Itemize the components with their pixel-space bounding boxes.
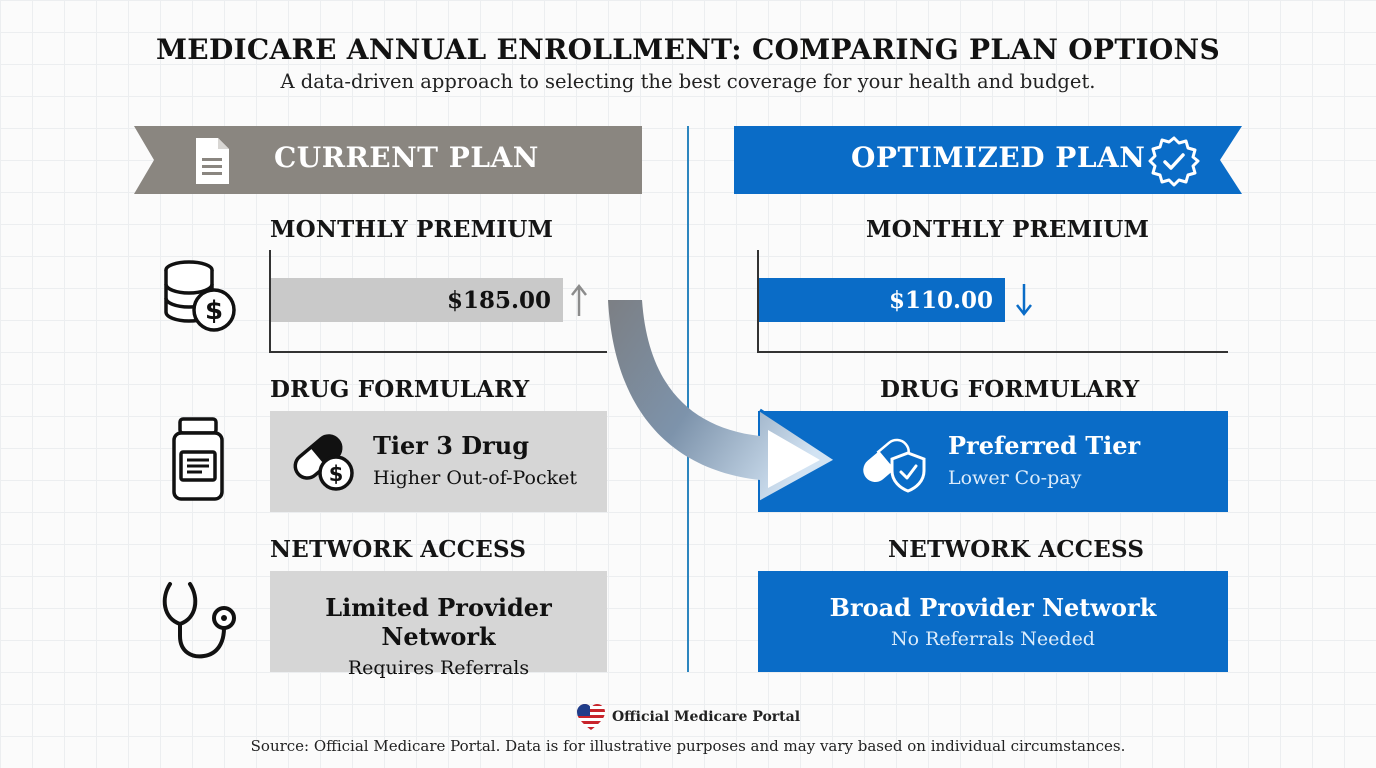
optimized-plan-banner: OPTIMIZED PLAN [734, 126, 1242, 194]
current-premium-label: MONTHLY PREMIUM [270, 216, 554, 243]
current-premium-bar: $185.00 [271, 278, 563, 322]
footer-brand-text: Official Medicare Portal [611, 709, 801, 725]
optimized-premium-axis-x [757, 351, 1228, 353]
svg-text:$: $ [205, 296, 223, 326]
optimized-network-subtitle: No Referrals Needed [891, 628, 1095, 650]
document-icon [196, 138, 229, 184]
coins-dollar-icon: $ [164, 260, 236, 332]
optimized-formulary-subtitle: Lower Co-pay [948, 467, 1082, 489]
optimized-premium-axis-y [757, 250, 759, 353]
pill-shield-icon [863, 438, 926, 493]
current-network-title: Limited Provider Network [325, 593, 552, 651]
optimized-premium-value: $110.00 [888, 286, 993, 314]
current-premium-value: $185.00 [446, 286, 551, 314]
stethoscope-icon [162, 582, 236, 659]
optimized-network-card: Broad Provider Network No Referrals Need… [758, 571, 1228, 672]
footer-brand: Official Medicare Portal [0, 703, 1376, 731]
current-plan-banner: CURRENT PLAN [134, 126, 642, 194]
current-premium-axis-x [269, 351, 607, 353]
arrow-up-icon [571, 283, 587, 316]
current-formulary-subtitle: Higher Out-of-Pocket [373, 467, 577, 489]
optimized-premium-label: MONTHLY PREMIUM [866, 216, 1150, 243]
current-formulary-card: $ Tier 3 Drug Higher Out-of-Pocket [270, 411, 607, 512]
current-formulary-title: Tier 3 Drug [373, 431, 529, 460]
current-network-subtitle: Requires Referrals [347, 657, 530, 679]
optimized-premium-bar: $110.00 [759, 278, 1005, 322]
optimized-network-label: NETWORK ACCESS [888, 536, 1145, 563]
optimized-plan-label: OPTIMIZED PLAN [851, 141, 1146, 174]
svg-text:$: $ [329, 462, 344, 486]
optimized-formulary-label: DRUG FORMULARY [880, 376, 1140, 403]
arrow-down-icon [1016, 284, 1032, 317]
current-network-label: NETWORK ACCESS [270, 536, 527, 563]
pill-dollar-icon: $ [293, 434, 354, 491]
page-subtitle: A data-driven approach to selecting the … [280, 70, 1096, 93]
page-title: MEDICARE ANNUAL ENROLLMENT: COMPARING PL… [156, 33, 1220, 66]
us-flag-heart-icon [576, 704, 605, 730]
optimized-formulary-title: Preferred Tier [948, 431, 1141, 460]
pill-bottle-icon [172, 417, 224, 501]
current-premium-axis-y [269, 250, 271, 353]
optimized-network-title: Broad Provider Network [829, 593, 1157, 622]
current-formulary-label: DRUG FORMULARY [270, 376, 530, 403]
gear-check-icon [1148, 135, 1200, 187]
source-note: Source: Official Medicare Portal. Data i… [250, 737, 1126, 755]
transition-arrow-icon [608, 300, 838, 504]
current-network-card: Limited Provider Network Requires Referr… [270, 571, 607, 679]
column-divider [687, 126, 689, 672]
current-plan-label: CURRENT PLAN [274, 141, 539, 174]
